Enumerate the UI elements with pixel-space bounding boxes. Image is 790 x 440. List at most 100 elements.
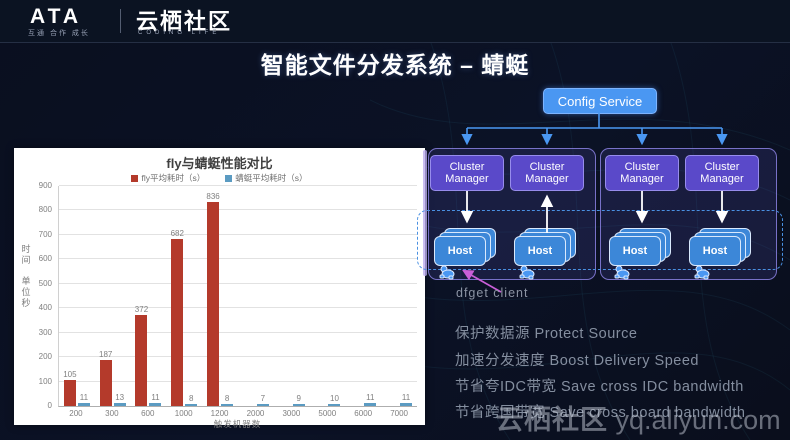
gridline: [59, 282, 417, 284]
x-tick-label: 7000: [390, 409, 408, 418]
bar: [149, 403, 162, 406]
bar-value-label: 8: [224, 394, 230, 404]
gridline: [59, 307, 417, 309]
host-dashed-zone: [417, 210, 783, 270]
config-service-box: Config Service: [543, 88, 657, 114]
dfget-client-label: dfget client: [456, 286, 529, 300]
config-connector-lines: [461, 112, 728, 146]
bar-slot: [350, 186, 363, 406]
gridline: [59, 331, 417, 333]
x-tick-label: 200: [69, 409, 83, 418]
dfget-client-icon: [439, 265, 455, 280]
y-tick-label: 100: [38, 376, 52, 386]
y-tick-label: 500: [38, 278, 52, 288]
header-bar: [0, 0, 790, 43]
bar-slot: 105: [63, 186, 77, 406]
bar-value-label: 187: [99, 350, 113, 360]
bar: [185, 404, 198, 406]
bar: [221, 404, 234, 406]
bar: [171, 239, 184, 406]
x-tick-label: 300: [105, 409, 119, 418]
host-stack: Host: [689, 228, 755, 280]
bar-slot: [314, 186, 327, 406]
bar-slot: 8: [221, 186, 234, 406]
dfget-client-icon: [694, 265, 710, 280]
cluster-manager-box: Cluster Manager: [510, 155, 584, 191]
host-box: Host: [609, 236, 661, 266]
bar-group: 372 11: [131, 186, 167, 406]
bar-value-label: 11: [151, 393, 160, 403]
legend-label-dragonfly: 蜻蜓平均耗时（s）: [235, 173, 308, 183]
host-box: Host: [514, 236, 566, 266]
legend-item-fly: fly平均耗时（s）: [131, 172, 205, 184]
x-tick-label: 1200: [210, 409, 229, 418]
y-tick-label: 600: [38, 254, 52, 264]
bullet-boost-delivery: 加速分发速度 Boost Delivery Speed: [455, 353, 699, 369]
cluster-manager-box: Cluster Manager: [430, 155, 504, 191]
bar-group: 105 11: [59, 186, 95, 406]
gridline: [59, 380, 417, 382]
x-tick-label: 3000: [282, 409, 301, 418]
bar-value-label: 105: [63, 370, 77, 380]
bar-value-label: 8: [189, 394, 194, 404]
bar-slot: 836: [206, 186, 220, 406]
bar-slot: 11: [149, 186, 162, 406]
bar-group: 682 8: [166, 186, 202, 406]
bar-slot: [386, 186, 399, 406]
bar-slot: 372: [135, 186, 148, 406]
x-tick-label: 2000: [246, 409, 265, 418]
bar: [63, 380, 76, 406]
slide-title: 智能文件分发系统 – 蜻蜓: [260, 52, 530, 78]
chart-title: fly与蜻蜓性能对比: [166, 156, 273, 171]
ata-logo: ATA: [30, 5, 83, 28]
bar: [207, 201, 220, 406]
gridline: [59, 185, 417, 186]
bar-value-label: 11: [79, 393, 89, 403]
bar-slot: [242, 186, 255, 406]
bar-slot: 10: [328, 186, 341, 406]
bar-slot: 9: [292, 186, 305, 406]
y-tick-label: 700: [38, 229, 52, 239]
gridline: [59, 233, 417, 235]
y-tick-label: 800: [38, 205, 52, 215]
bar-group: 11: [345, 186, 381, 406]
bar-group: 187 13: [95, 186, 131, 406]
bar-value-label: 11: [401, 393, 411, 403]
watermark-site-url: yq.aliyun.com: [615, 405, 781, 435]
watermark-site-name: 云栖社区: [496, 405, 608, 435]
x-tick-label: 5000: [318, 409, 337, 418]
dfget-client-icon: [614, 265, 630, 280]
x-axis-title: 触发机器数: [213, 419, 262, 429]
watermark: 云栖社区 yq.aliyun.com: [496, 398, 781, 437]
bar: [256, 404, 269, 406]
gridline: [59, 258, 417, 260]
x-tick-label: 6000: [354, 409, 373, 418]
host-stack: Host: [514, 228, 580, 280]
y-axis-title: 时间单位秒: [21, 244, 31, 308]
bar: [328, 403, 341, 406]
bar: [292, 403, 305, 406]
legend-item-dragonfly: 蜻蜓平均耗时（s）: [225, 172, 308, 184]
host-box: Host: [434, 236, 486, 266]
logo-divider: [120, 9, 121, 33]
y-tick-label: 300: [38, 327, 52, 337]
bullet-protect-source: 保护数据源 Protect Source: [455, 326, 638, 342]
x-tick-label: 1000: [174, 409, 193, 418]
yunqi-community-tagline: CODING LIFE: [138, 30, 221, 36]
gridline: [59, 209, 417, 211]
bar: [364, 403, 377, 406]
legend-label-fly: fly平均耗时（s）: [141, 173, 206, 183]
bar-slot: 187: [99, 186, 112, 406]
bar: [99, 360, 112, 406]
bar-value-label: 682: [170, 229, 184, 239]
y-axis-ticks: 0 100 200 300 400 500 600 700 800 900: [30, 181, 54, 410]
bar-group: 11: [381, 186, 417, 406]
legend-swatch-fly: [131, 174, 139, 182]
bar-slot: 8: [185, 186, 198, 406]
cluster-manager-box: Cluster Manager: [605, 155, 679, 191]
x-axis-labels: 200 300 600 1000 1200 2000 3000 5000 6000 7000: [58, 409, 417, 418]
dfget-client-icon: [519, 265, 535, 280]
legend-swatch-dragonfly: [225, 174, 233, 182]
cluster-manager-box: Cluster Manager: [685, 155, 759, 191]
